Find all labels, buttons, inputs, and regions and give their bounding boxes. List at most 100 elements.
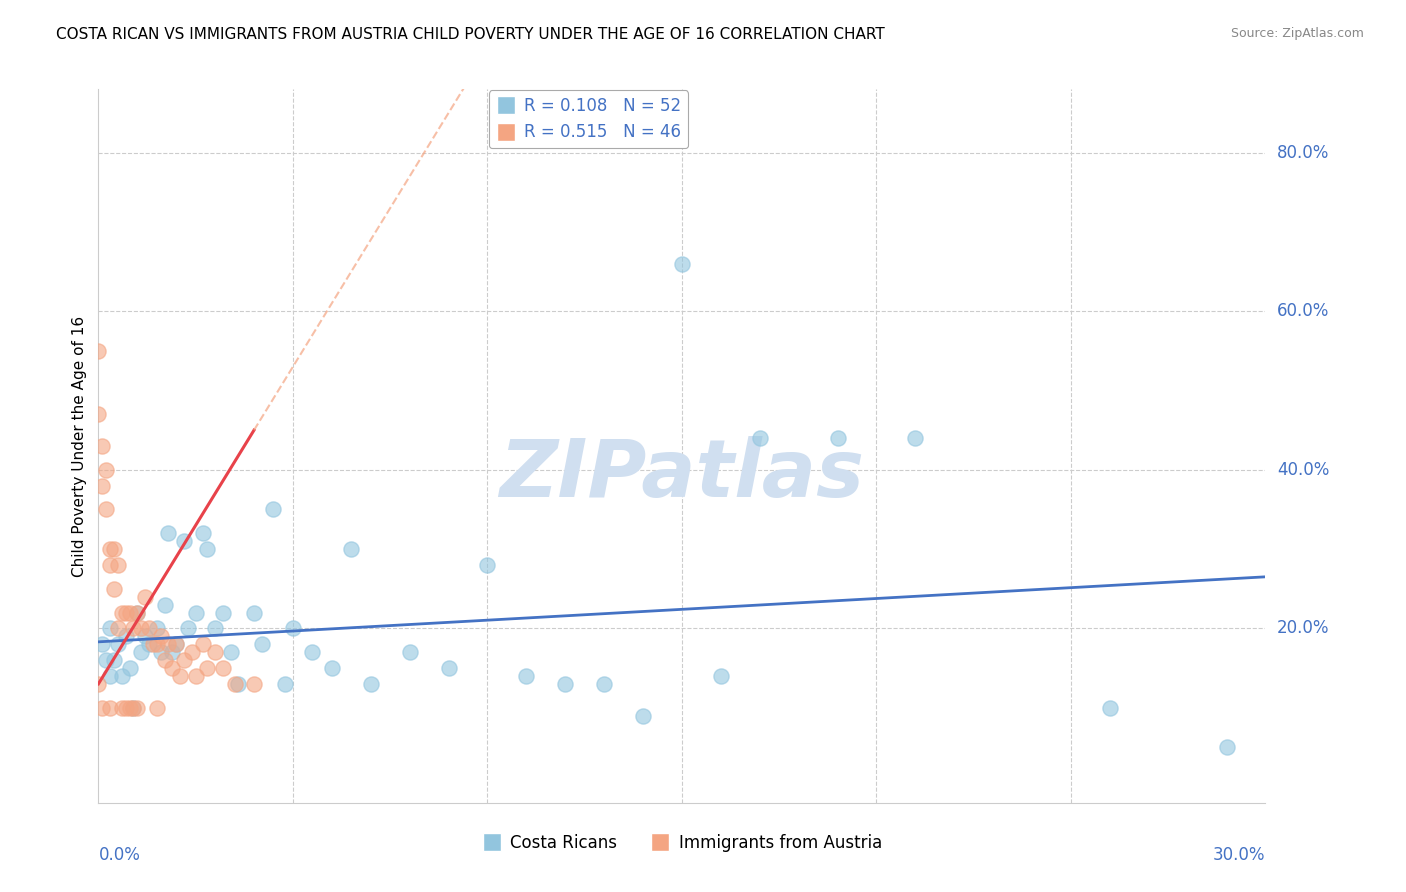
Point	[134, 629, 156, 643]
Point	[149, 645, 172, 659]
Point	[904, 431, 927, 445]
Point	[114, 700, 136, 714]
Point	[138, 621, 160, 635]
Point	[165, 637, 187, 651]
Point	[114, 606, 136, 620]
Point	[340, 542, 363, 557]
Point	[477, 558, 499, 572]
Point	[360, 677, 382, 691]
Point	[827, 431, 849, 445]
Point	[212, 606, 235, 620]
Text: ZIPatlas: ZIPatlas	[499, 435, 865, 514]
Point	[111, 669, 134, 683]
Point	[243, 606, 266, 620]
Point	[169, 669, 191, 683]
Point	[91, 478, 114, 492]
Point	[1098, 700, 1121, 714]
Point	[157, 526, 180, 541]
Point	[243, 677, 266, 691]
Point	[593, 677, 616, 691]
Point	[250, 637, 273, 651]
Point	[748, 431, 770, 445]
Legend: Costa Ricans, Immigrants from Austria: Costa Ricans, Immigrants from Austria	[475, 828, 889, 859]
Text: 0.0%: 0.0%	[98, 847, 141, 864]
Point	[184, 606, 207, 620]
Point	[162, 661, 184, 675]
Point	[127, 606, 149, 620]
Point	[138, 637, 160, 651]
Point	[111, 700, 134, 714]
Point	[118, 700, 141, 714]
Point	[98, 621, 121, 635]
Point	[173, 534, 195, 549]
Point	[142, 637, 165, 651]
Text: Source: ZipAtlas.com: Source: ZipAtlas.com	[1230, 27, 1364, 40]
Point	[1215, 740, 1237, 755]
Point	[111, 606, 134, 620]
Point	[195, 542, 218, 557]
Point	[96, 502, 118, 516]
Point	[87, 343, 110, 358]
Text: 40.0%: 40.0%	[1277, 461, 1330, 479]
Point	[301, 645, 323, 659]
Point	[177, 621, 200, 635]
Point	[193, 526, 215, 541]
Point	[87, 407, 110, 421]
Point	[437, 661, 460, 675]
Point	[91, 439, 114, 453]
Point	[122, 700, 145, 714]
Point	[114, 629, 136, 643]
Point	[91, 637, 114, 651]
Point	[107, 558, 129, 572]
Point	[224, 677, 246, 691]
Point	[96, 653, 118, 667]
Y-axis label: Child Poverty Under the Age of 16: Child Poverty Under the Age of 16	[72, 316, 87, 576]
Point	[515, 669, 537, 683]
Point	[127, 700, 149, 714]
Text: 20.0%: 20.0%	[1277, 619, 1330, 638]
Point	[118, 661, 141, 675]
Point	[274, 677, 297, 691]
Point	[107, 637, 129, 651]
Point	[180, 645, 202, 659]
Point	[103, 542, 125, 557]
Point	[204, 621, 226, 635]
Point	[281, 621, 304, 635]
Point	[107, 621, 129, 635]
Point	[219, 645, 242, 659]
Point	[262, 502, 284, 516]
Point	[87, 677, 110, 691]
Text: 80.0%: 80.0%	[1277, 144, 1330, 161]
Text: COSTA RICAN VS IMMIGRANTS FROM AUSTRIA CHILD POVERTY UNDER THE AGE OF 16 CORRELA: COSTA RICAN VS IMMIGRANTS FROM AUSTRIA C…	[56, 27, 884, 42]
Point	[173, 653, 195, 667]
Point	[98, 542, 121, 557]
Point	[146, 700, 169, 714]
Point	[321, 661, 343, 675]
Text: 60.0%: 60.0%	[1277, 302, 1330, 320]
Point	[98, 558, 121, 572]
Point	[146, 637, 169, 651]
Point	[96, 463, 118, 477]
Point	[118, 606, 141, 620]
Point	[98, 669, 121, 683]
Point	[228, 677, 250, 691]
Point	[195, 661, 218, 675]
Point	[103, 653, 125, 667]
Point	[554, 677, 576, 691]
Point	[157, 637, 180, 651]
Point	[103, 582, 125, 596]
Point	[146, 621, 169, 635]
Point	[193, 637, 215, 651]
Point	[153, 598, 176, 612]
Point	[129, 621, 152, 635]
Point	[165, 637, 187, 651]
Point	[127, 606, 149, 620]
Point	[184, 669, 207, 683]
Point	[162, 645, 184, 659]
Point	[98, 700, 121, 714]
Point	[129, 645, 152, 659]
Point	[204, 645, 226, 659]
Point	[710, 669, 733, 683]
Point	[149, 629, 172, 643]
Point	[671, 257, 693, 271]
